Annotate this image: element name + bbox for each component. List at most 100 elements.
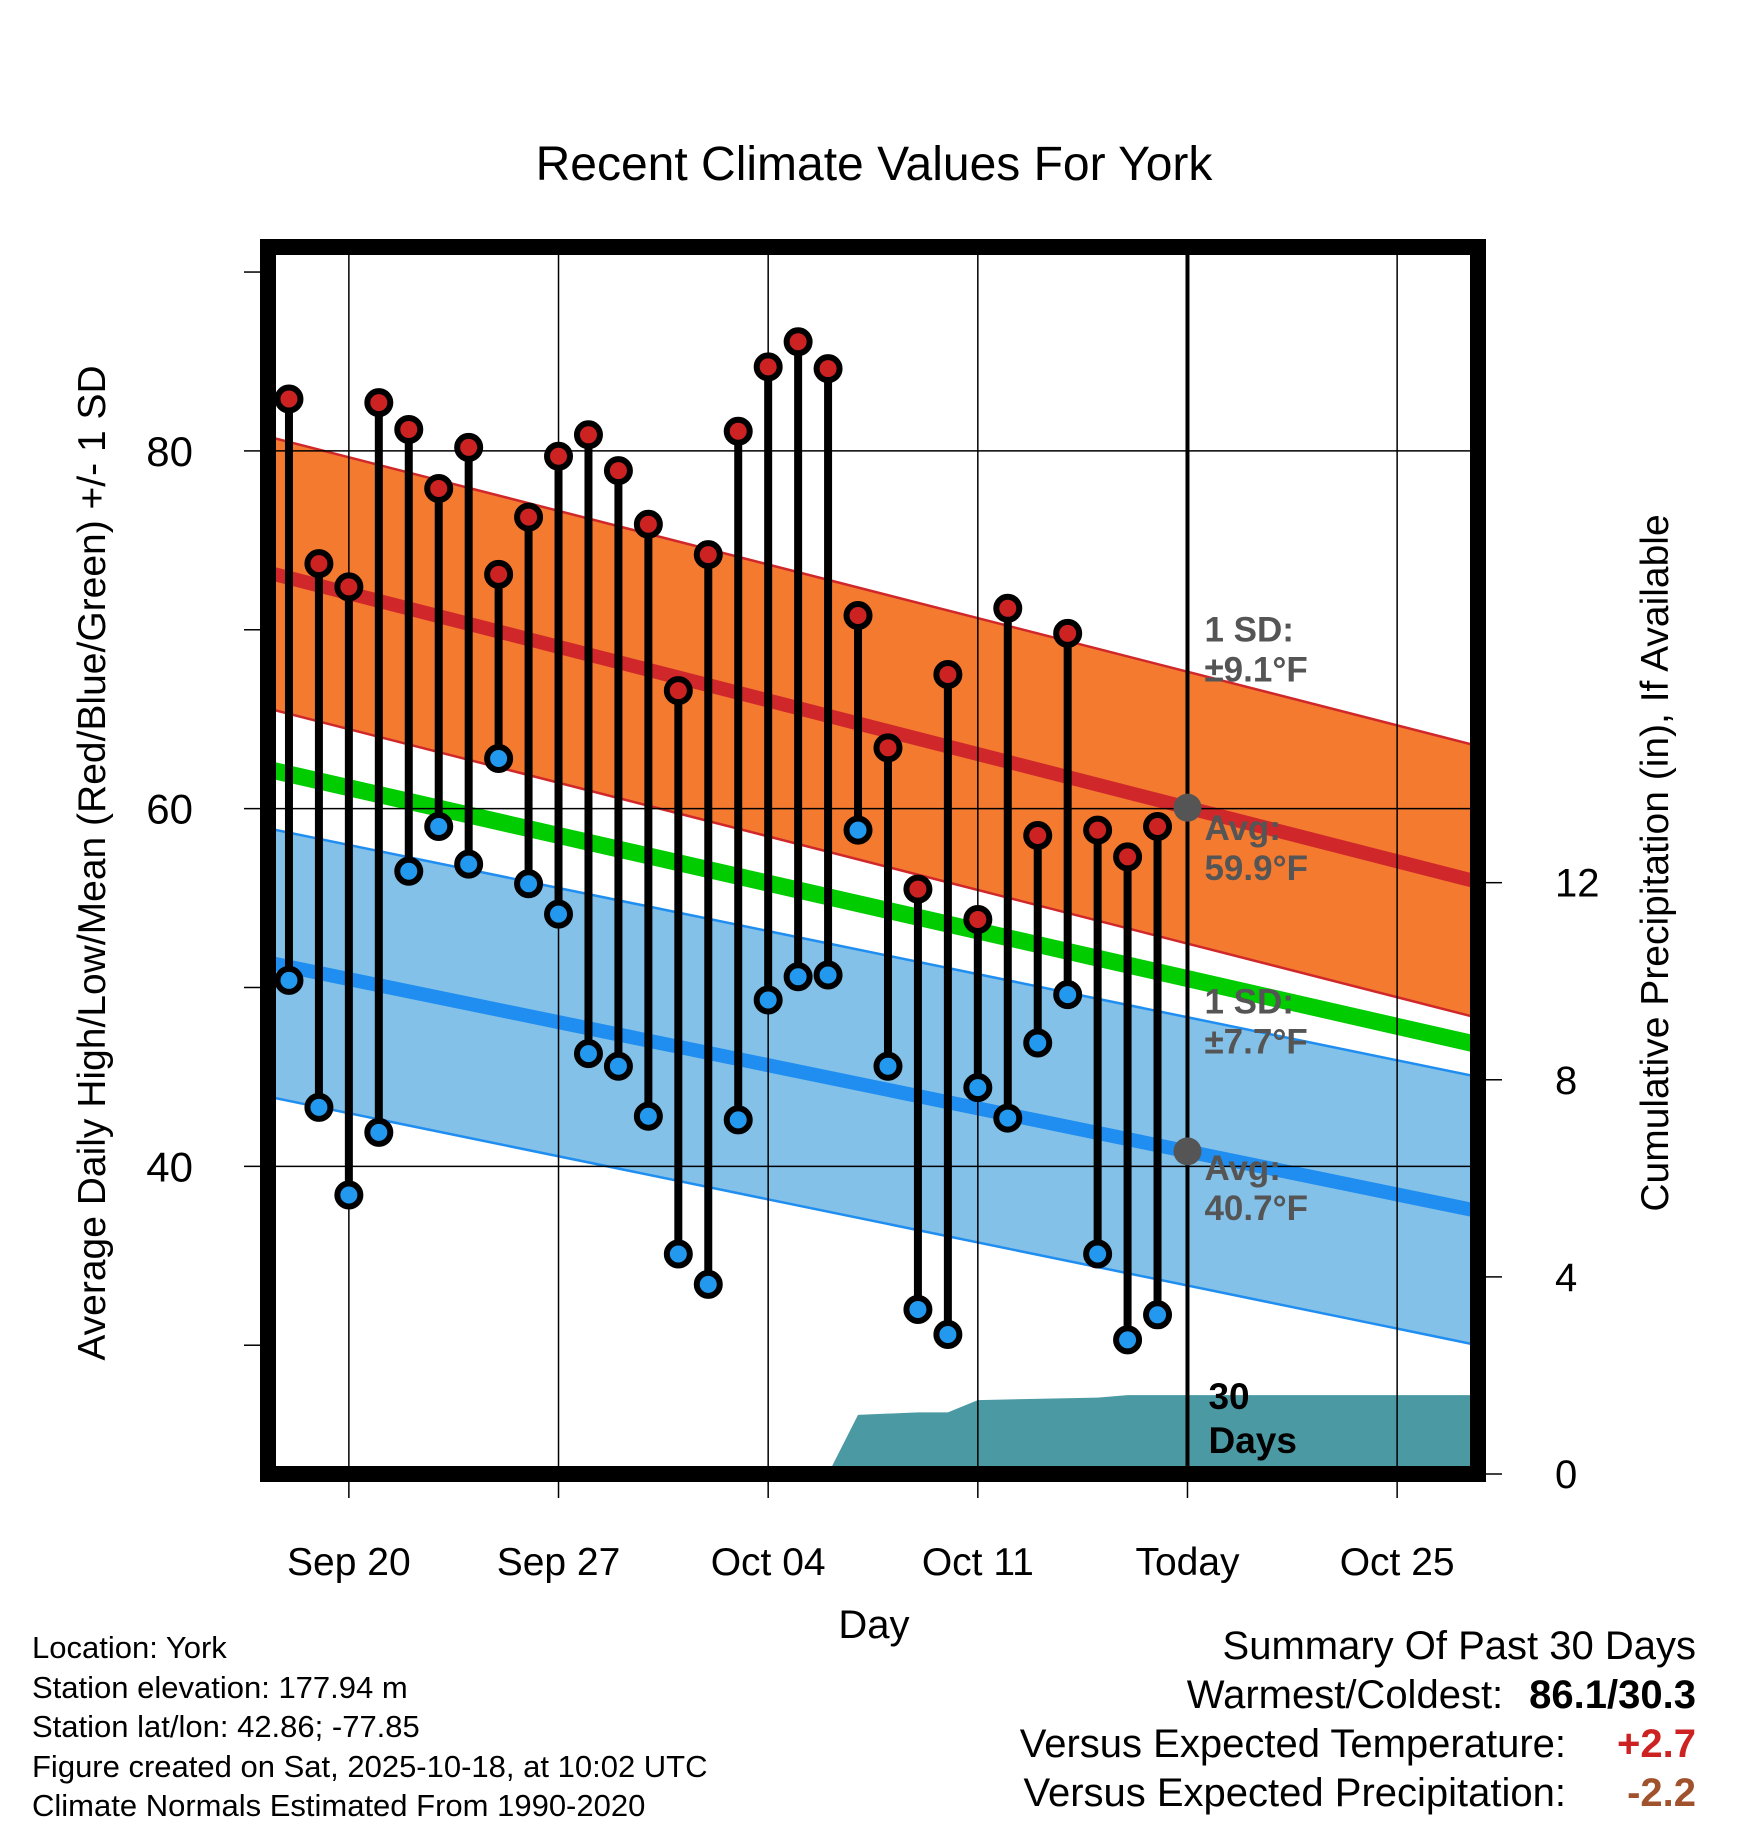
summary-panel: Summary Of Past 30 Days Warmest/Coldest:… bbox=[1020, 1622, 1696, 1818]
daily-low-marker bbox=[364, 1117, 394, 1147]
summary-temp-row: Versus Expected Temperature: +2.7 bbox=[1020, 1720, 1696, 1769]
summary-warmest-label: Warmest/Coldest: bbox=[1186, 1673, 1504, 1717]
summary-precip-row: Versus Expected Precipitation: -2.2 bbox=[1020, 1769, 1696, 1818]
daily-low-marker bbox=[663, 1239, 693, 1269]
daily-high-marker bbox=[1053, 618, 1083, 648]
x-tick-label: Oct 25 bbox=[1340, 1541, 1455, 1584]
summary-warmest-row: Warmest/Coldest: 86.1/30.3 bbox=[1020, 1671, 1696, 1720]
daily-low-marker bbox=[274, 965, 304, 995]
daily-low-marker bbox=[603, 1051, 633, 1081]
info-elevation: Station elevation: 177.94 m bbox=[32, 1669, 408, 1705]
daily-high-marker bbox=[1113, 842, 1143, 872]
summary-temp-value: +2.7 bbox=[1617, 1722, 1696, 1766]
x-tick-label: Today bbox=[1135, 1541, 1240, 1584]
y2-axis-label: Cumulative Precipitation (in), If Availa… bbox=[1634, 514, 1677, 1211]
annotation-low-avg: Avg: 40.7°F bbox=[1204, 1149, 1308, 1228]
daily-low-marker bbox=[903, 1294, 933, 1324]
station-info: Location: York Station elevation: 177.94… bbox=[32, 1628, 708, 1826]
daily-high-marker bbox=[873, 733, 903, 763]
summary-precip-value: -2.2 bbox=[1627, 1771, 1696, 1815]
x-tick-label: Sep 20 bbox=[287, 1541, 411, 1584]
x-tick-label: Sep 27 bbox=[497, 1541, 621, 1584]
daily-low-marker bbox=[693, 1269, 723, 1299]
annotation-high-avg: Avg: 59.9°F bbox=[1204, 809, 1308, 888]
daily-low-marker bbox=[723, 1105, 753, 1135]
daily-high-marker bbox=[993, 593, 1023, 623]
info-created: Figure created on Sat, 2025-10-18, at 10… bbox=[32, 1748, 708, 1784]
daily-high-marker bbox=[334, 572, 364, 602]
daily-low-marker bbox=[1143, 1300, 1173, 1330]
daily-high-marker bbox=[1143, 812, 1173, 842]
daily-high-marker bbox=[753, 352, 783, 382]
y2-tick-label: 4 bbox=[1555, 1256, 1577, 1300]
daily-high-marker bbox=[813, 354, 843, 384]
daily-low-marker bbox=[304, 1092, 334, 1122]
daily-high-marker bbox=[544, 441, 574, 471]
daily-low-marker bbox=[394, 856, 424, 886]
plot-area: 1 SD: ±9.1°F Avg: 59.9°F 1 SD: ±7.7°F Avg: 40.7… bbox=[146, 239, 1600, 1584]
daily-low-marker bbox=[484, 744, 514, 774]
low-sd-lower-edge bbox=[268, 1095, 1478, 1347]
precip-area bbox=[828, 1395, 1478, 1474]
daily-low-marker bbox=[783, 962, 813, 992]
daily-high-marker bbox=[723, 416, 753, 446]
daily-low-marker bbox=[1053, 980, 1083, 1010]
y-tick-label: 80 bbox=[146, 428, 193, 475]
daily-high-marker bbox=[304, 549, 334, 579]
daily-low-marker bbox=[514, 869, 544, 899]
daily-high-marker bbox=[663, 676, 693, 706]
y2-tick-label: 8 bbox=[1555, 1059, 1577, 1103]
daily-high-marker bbox=[454, 432, 484, 462]
info-normals: Climate Normals Estimated From 1990-2020 bbox=[32, 1788, 646, 1823]
summary-temp-label: Versus Expected Temperature: bbox=[1019, 1722, 1566, 1766]
daily-high-marker bbox=[1023, 820, 1053, 850]
daily-high-marker bbox=[1083, 815, 1113, 845]
summary-warmest-value: 86.1/30.3 bbox=[1529, 1673, 1696, 1717]
daily-low-marker bbox=[843, 815, 873, 845]
daily-high-marker bbox=[424, 473, 454, 503]
daily-high-marker bbox=[693, 540, 723, 570]
y2-tick-label: 12 bbox=[1555, 862, 1600, 906]
y2-tick-label: 0 bbox=[1555, 1453, 1577, 1497]
daily-low-marker bbox=[454, 849, 484, 879]
daily-low-marker bbox=[544, 899, 574, 929]
daily-high-marker bbox=[274, 384, 304, 414]
daily-high-marker bbox=[514, 502, 544, 532]
today-high-avg-marker bbox=[1173, 793, 1202, 822]
daily-high-marker bbox=[394, 414, 424, 444]
daily-high-marker bbox=[933, 659, 963, 689]
daily-low-marker bbox=[993, 1103, 1023, 1133]
annotation-low-sd: 1 SD: ±7.7°F bbox=[1204, 983, 1307, 1062]
daily-low-marker bbox=[813, 960, 843, 990]
daily-high-marker bbox=[963, 905, 993, 935]
daily-low-marker bbox=[1083, 1239, 1113, 1269]
summary-precip-label: Versus Expected Precipitation: bbox=[1023, 1771, 1566, 1815]
low-normal-line bbox=[268, 955, 1478, 1218]
info-location: Location: York bbox=[32, 1630, 227, 1665]
annotation-high-sd: 1 SD: ±9.1°F bbox=[1204, 610, 1307, 689]
daily-low-marker bbox=[633, 1101, 663, 1131]
y-axis-label: Average Daily High/Low/Mean (Red/Blue/Gr… bbox=[71, 365, 114, 1360]
today-low-avg-marker bbox=[1173, 1137, 1202, 1166]
daily-high-marker bbox=[603, 456, 633, 486]
summary-title: Summary Of Past 30 Days bbox=[1222, 1624, 1696, 1668]
info-latlon: Station lat/lon: 42.86; -77.85 bbox=[32, 1709, 420, 1744]
daily-low-marker bbox=[963, 1073, 993, 1103]
daily-low-marker bbox=[873, 1051, 903, 1081]
y-tick-label: 60 bbox=[146, 786, 193, 833]
y-tick-label: 40 bbox=[146, 1143, 193, 1190]
daily-low-marker bbox=[573, 1039, 603, 1069]
daily-low-marker bbox=[1023, 1028, 1053, 1058]
daily-high-marker bbox=[364, 388, 394, 418]
daily-low-marker bbox=[424, 812, 454, 842]
daily-low-marker bbox=[334, 1180, 364, 1210]
x-axis-label: Day bbox=[838, 1603, 909, 1647]
daily-high-marker bbox=[633, 509, 663, 539]
daily-high-marker bbox=[484, 559, 514, 589]
x-tick-label: Oct 04 bbox=[711, 1541, 826, 1584]
x-tick-label: Oct 11 bbox=[922, 1541, 1034, 1584]
daily-high-marker bbox=[573, 420, 603, 450]
daily-low-marker bbox=[933, 1319, 963, 1349]
plot-frame bbox=[260, 239, 1486, 1482]
